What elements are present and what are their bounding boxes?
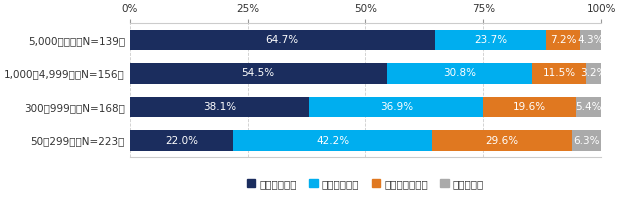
Bar: [432, 130, 572, 151]
Bar: [130, 63, 387, 84]
Bar: [130, 130, 234, 151]
Legend: 実施中である, 検討中である, 実施していない, わからない: 実施中である, 検討中である, 実施していない, わからない: [244, 176, 487, 192]
Bar: [234, 130, 432, 151]
Bar: [586, 63, 601, 84]
Bar: [483, 97, 575, 117]
Text: 38.1%: 38.1%: [203, 102, 236, 112]
Bar: [580, 30, 601, 50]
Text: 5.4%: 5.4%: [575, 102, 601, 112]
Text: 3.2%: 3.2%: [580, 69, 607, 79]
Bar: [546, 30, 580, 50]
Bar: [130, 97, 309, 117]
Text: 54.5%: 54.5%: [242, 69, 275, 79]
Text: 23.7%: 23.7%: [474, 35, 507, 45]
Bar: [435, 30, 546, 50]
Bar: [575, 97, 601, 117]
Text: 7.2%: 7.2%: [550, 35, 577, 45]
Bar: [309, 97, 483, 117]
Bar: [532, 63, 586, 84]
Bar: [130, 30, 435, 50]
Bar: [572, 130, 601, 151]
Text: 42.2%: 42.2%: [316, 136, 350, 146]
Text: 29.6%: 29.6%: [485, 136, 519, 146]
Text: 64.7%: 64.7%: [266, 35, 299, 45]
Text: 4.3%: 4.3%: [577, 35, 604, 45]
Text: 30.8%: 30.8%: [443, 69, 476, 79]
Text: 22.0%: 22.0%: [165, 136, 198, 146]
Text: 11.5%: 11.5%: [542, 69, 575, 79]
Bar: [387, 63, 532, 84]
Text: 19.6%: 19.6%: [513, 102, 546, 112]
Text: 36.9%: 36.9%: [379, 102, 413, 112]
Text: 6.3%: 6.3%: [574, 136, 600, 146]
